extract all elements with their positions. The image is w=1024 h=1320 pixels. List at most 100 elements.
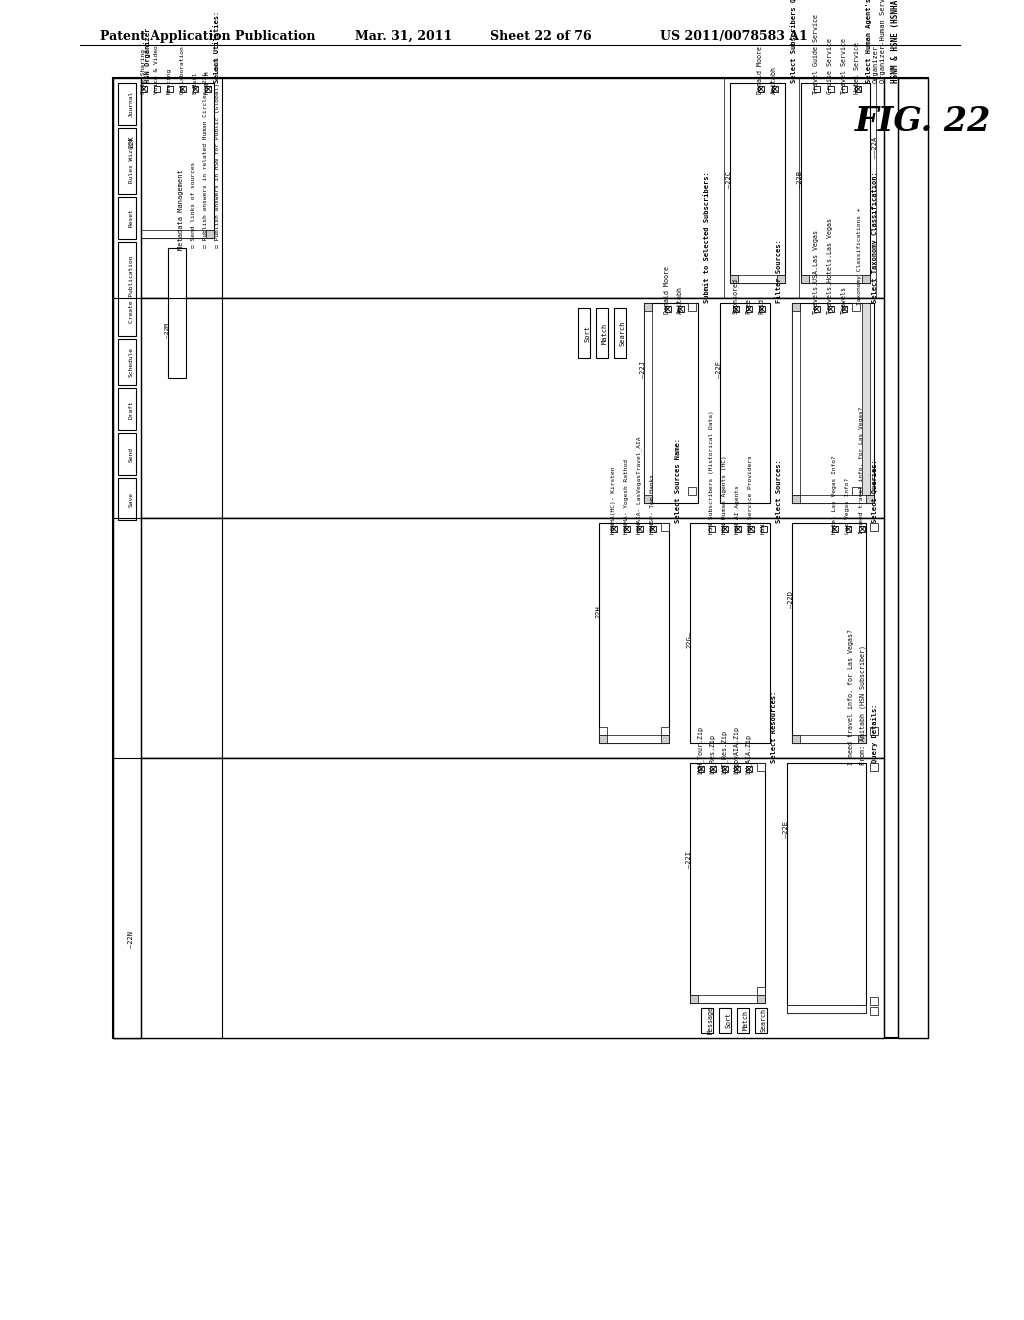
Text: Free: Free [745, 298, 751, 314]
Text: Sort: Sort [725, 1012, 731, 1028]
Text: Journal: Journal [129, 91, 134, 117]
Text: —22I: —22I [686, 851, 692, 869]
Text: —22D: —22D [787, 591, 794, 609]
Text: HSN Human Agents (HC): HSN Human Agents (HC) [722, 455, 727, 535]
Polygon shape [113, 758, 885, 1038]
Polygon shape [637, 525, 643, 532]
Polygon shape [772, 86, 778, 92]
Text: Rules Wizard: Rules Wizard [129, 139, 134, 183]
Text: Submit to Selected Subscribers:: Submit to Selected Subscribers: [705, 172, 711, 304]
Polygon shape [801, 275, 870, 282]
Text: Mar. 31, 2011: Mar. 31, 2011 [355, 30, 453, 44]
Polygon shape [814, 306, 819, 312]
Polygon shape [722, 525, 728, 532]
Polygon shape [113, 517, 885, 758]
Text: HSNAIA- LasVegasTravel_AIA: HSNAIA- LasVegasTravel_AIA [636, 437, 642, 535]
Text: Donald Moore: Donald Moore [757, 46, 763, 94]
Text: Organizer-Human Service Net (Yogesh Rathod- Human Agent): Organizer-Human Service Net (Yogesh Rath… [880, 0, 886, 83]
Polygon shape [852, 304, 860, 312]
Polygon shape [792, 304, 874, 503]
Text: Travel Service: Travel Service [841, 38, 847, 94]
Text: Send: Send [129, 447, 134, 462]
Text: Travel Guide Service: Travel Guide Service [813, 15, 818, 94]
Polygon shape [814, 86, 819, 92]
Polygon shape [690, 523, 770, 743]
Text: —22B: —22B [797, 172, 803, 187]
Polygon shape [862, 275, 870, 282]
Text: Message: Message [708, 1006, 714, 1034]
Polygon shape [701, 1008, 714, 1034]
Polygon shape [746, 306, 752, 312]
Polygon shape [870, 727, 879, 735]
Polygon shape [757, 763, 765, 771]
Text: FIG. 22: FIG. 22 [855, 106, 991, 139]
Polygon shape [168, 248, 185, 378]
Polygon shape [735, 525, 741, 532]
Polygon shape [206, 86, 211, 92]
Text: Voice & Video: Voice & Video [154, 45, 159, 94]
Polygon shape [611, 525, 616, 532]
Polygon shape [113, 78, 885, 298]
Polygon shape [624, 525, 630, 532]
Text: From: Amitabh (HSN Subscriber): From: Amitabh (HSN Subscriber) [860, 645, 866, 766]
Polygon shape [870, 763, 879, 771]
Polygon shape [711, 766, 717, 772]
Text: Sponsored: Sponsored [732, 279, 738, 314]
Polygon shape [719, 1008, 731, 1034]
Polygon shape [118, 197, 136, 239]
Text: Filter Sources:: Filter Sources: [776, 239, 782, 304]
Polygon shape [644, 304, 698, 503]
Text: Query Details:: Query Details: [871, 704, 879, 763]
Polygon shape [831, 525, 838, 532]
Polygon shape [665, 306, 671, 312]
Polygon shape [118, 128, 136, 194]
Polygon shape [792, 304, 800, 503]
Polygon shape [118, 433, 136, 475]
Text: Draft: Draft [129, 400, 134, 418]
Text: ☐ Publish answers in related Human Circles —22L: ☐ Publish answers in related Human Circl… [204, 71, 209, 248]
Polygon shape [167, 86, 173, 92]
Text: Cruise Service: Cruise Service [826, 38, 833, 94]
Polygon shape [792, 304, 800, 312]
Polygon shape [792, 495, 874, 503]
Polygon shape [644, 304, 651, 503]
Polygon shape [792, 495, 800, 503]
Polygon shape [786, 1005, 866, 1012]
Text: Search: Search [761, 1008, 767, 1032]
Text: Amitabh: Amitabh [677, 286, 683, 314]
Polygon shape [786, 1005, 795, 1012]
Text: ——22A: ——22A [872, 137, 879, 158]
Polygon shape [858, 1005, 866, 1012]
Polygon shape [855, 86, 861, 92]
Text: Select Resources:: Select Resources: [771, 690, 777, 763]
Text: Select Subscribers Queries:: Select Subscribers Queries: [790, 0, 797, 83]
Polygon shape [801, 83, 870, 282]
Text: HSN Subscribers (Historical Data): HSN Subscribers (Historical Data) [710, 411, 715, 535]
Polygon shape [730, 275, 738, 282]
Polygon shape [842, 306, 848, 312]
Polygon shape [827, 306, 834, 312]
Polygon shape [649, 525, 655, 532]
Polygon shape [730, 275, 784, 282]
Text: Match: Match [743, 1010, 750, 1030]
Polygon shape [710, 525, 716, 532]
Polygon shape [133, 230, 214, 238]
Polygon shape [792, 735, 800, 743]
Text: HSN IM: HSN IM [206, 71, 210, 94]
Polygon shape [846, 525, 852, 532]
Polygon shape [133, 83, 214, 238]
Polygon shape [757, 987, 765, 995]
Polygon shape [644, 304, 651, 312]
Polygon shape [113, 78, 928, 1038]
Text: Organizer: Organizer [872, 45, 879, 83]
Polygon shape [792, 523, 866, 743]
Polygon shape [698, 766, 705, 772]
Text: Taxonomy Classifications +: Taxonomy Classifications + [857, 207, 862, 305]
Polygon shape [792, 735, 866, 743]
Polygon shape [746, 766, 752, 772]
Polygon shape [688, 304, 696, 312]
Text: HSNHA- Yogesh Rathod: HSNHA- Yogesh Rathod [624, 459, 629, 535]
Text: Reset: Reset [129, 209, 134, 227]
Text: Schedule: Schedule [129, 347, 134, 378]
Text: Metadata Management: Metadata Management [177, 169, 183, 249]
